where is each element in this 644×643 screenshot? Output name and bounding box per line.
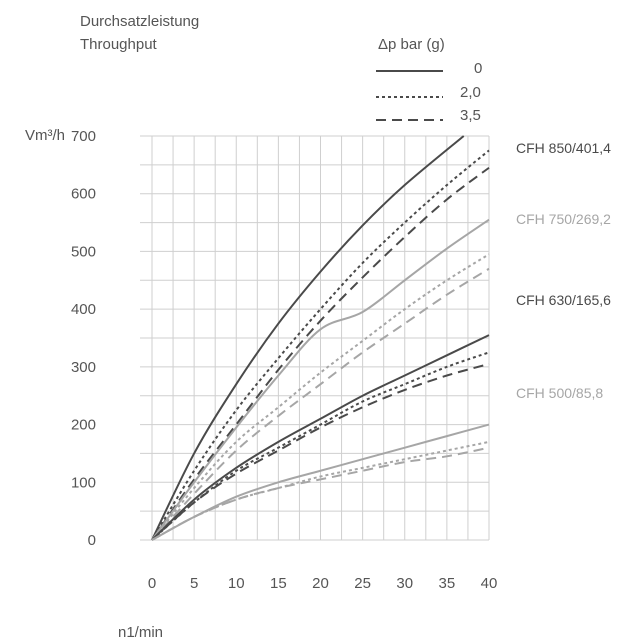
- legend-label-2-0: 2,0: [460, 84, 481, 101]
- model-label: CFH 750/269,2: [516, 211, 611, 227]
- y-tick-label: 300: [71, 359, 96, 376]
- x-tick-label: 40: [481, 575, 498, 592]
- model-label: CFH 500/85,8: [516, 385, 603, 401]
- legend: Δp bar (g) 0 2,0 3,5: [376, 36, 482, 124]
- x-tick-label: 20: [312, 575, 329, 592]
- series-line-cfh-850-401-4-dp-0: [151, 135, 465, 541]
- x-tick-label: 0: [148, 575, 156, 592]
- legend-title: Δp bar (g): [378, 36, 445, 53]
- chart-title-de: Durchsatzleistung: [80, 13, 199, 30]
- x-tick-labels: 0 5 10 15 20 25 30 35 40: [148, 575, 498, 592]
- x-tick-label: 35: [439, 575, 456, 592]
- chart-title-en: Throughput: [80, 36, 158, 53]
- series-line-cfh-500-85-8-dp-3-5: [151, 446, 490, 541]
- y-tick-label: 400: [71, 301, 96, 318]
- model-label: CFH 850/401,4: [516, 140, 611, 156]
- x-axis-label: n1/min: [118, 624, 163, 641]
- y-tick-label: 700: [71, 128, 96, 145]
- y-tick-label: 200: [71, 417, 96, 434]
- curves: [151, 135, 490, 541]
- series-line-cfh-850-401-4-dp-2-0: [151, 149, 490, 541]
- x-tick-label: 5: [190, 575, 198, 592]
- series-line-cfh-630-165-6-dp-3-5: [151, 363, 490, 541]
- series-line-cfh-750-269-2-dp-2-0: [151, 253, 490, 541]
- series-line-cfh-750-269-2-dp-3-5: [151, 267, 490, 541]
- legend-label-3-5: 3,5: [460, 107, 481, 124]
- x-tick-label: 30: [396, 575, 413, 592]
- y-tick-label: 500: [71, 243, 96, 260]
- y-tick-label: 600: [71, 186, 96, 203]
- x-tick-label: 15: [270, 575, 287, 592]
- y-tick-label: 100: [71, 474, 96, 491]
- series-line-cfh-500-85-8-dp-2-0: [151, 440, 490, 541]
- series-line-cfh-850-401-4-dp-3-5: [151, 166, 490, 541]
- legend-label-0: 0: [474, 60, 482, 77]
- x-tick-label: 25: [354, 575, 371, 592]
- x-tick-label: 10: [228, 575, 245, 592]
- series-line-cfh-750-269-2-dp-0: [151, 218, 490, 541]
- y-axis-label: Vm³/h: [25, 127, 65, 144]
- series-line-cfh-630-165-6-dp-0: [151, 334, 490, 541]
- grid: [140, 135, 490, 541]
- y-tick-label: 0: [88, 532, 96, 549]
- model-label: CFH 630/165,6: [516, 292, 611, 308]
- y-tick-labels: 0 100 200 300 400 500 600 700: [71, 128, 96, 549]
- model-labels: CFH 850/401,4 CFH 750/269,2 CFH 630/165,6 C…: [516, 140, 611, 401]
